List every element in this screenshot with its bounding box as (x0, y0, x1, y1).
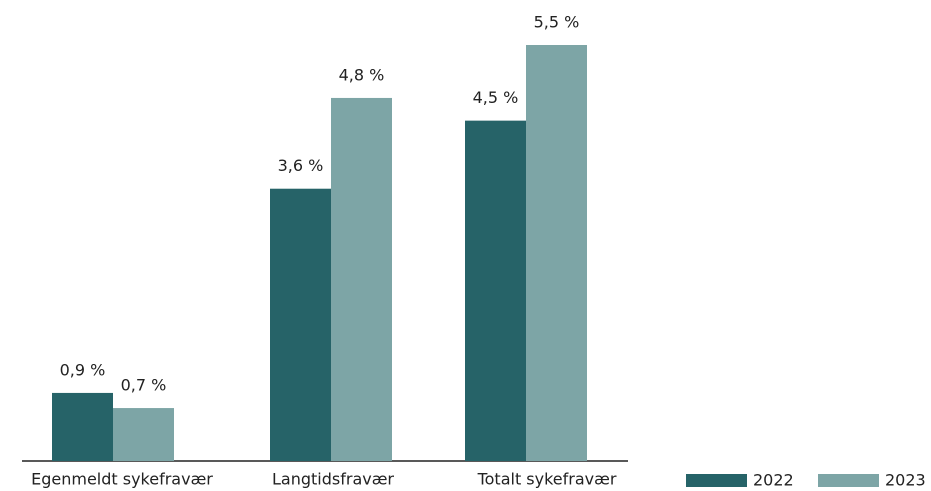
data-label: 5,5 % (534, 13, 580, 32)
data-label: 3,6 % (278, 156, 324, 175)
data-label: 0,7 % (121, 376, 167, 395)
x-tick-label: Totalt sykefravær (477, 470, 617, 489)
bar (526, 45, 587, 461)
legend-swatch (686, 474, 747, 487)
bar (465, 120, 526, 462)
bar (52, 392, 113, 461)
bar (270, 188, 331, 461)
x-tick-label: Langtidsfravær (272, 470, 394, 489)
x-tick-label: Egenmeldt sykefravær (31, 470, 213, 489)
data-label: 4,5 % (473, 88, 519, 107)
bar (331, 97, 392, 461)
legend-label: 2022 (753, 471, 794, 490)
data-label: 0,9 % (60, 360, 106, 379)
data-label: 4,8 % (339, 65, 385, 84)
legend-swatch (818, 474, 879, 487)
legend-label: 2023 (885, 471, 926, 490)
bar (113, 408, 174, 461)
